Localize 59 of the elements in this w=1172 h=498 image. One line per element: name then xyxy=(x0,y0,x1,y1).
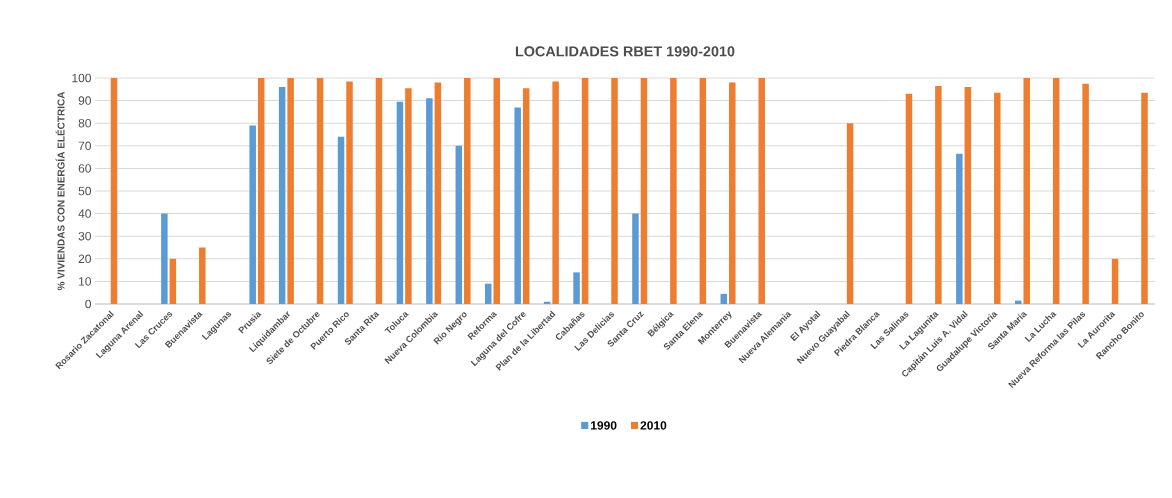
bar xyxy=(611,78,618,304)
bar xyxy=(699,78,707,304)
bar xyxy=(257,78,265,304)
bar xyxy=(316,78,324,304)
bar xyxy=(375,78,383,304)
bar xyxy=(287,78,294,304)
bar xyxy=(396,101,404,304)
y-tick-label: 20 xyxy=(78,254,91,264)
y-tick-label: 0 xyxy=(85,299,92,309)
bar xyxy=(905,93,913,304)
y-tick-label: 90 xyxy=(78,96,91,105)
y-tick-label: 100 xyxy=(72,73,91,83)
y-tick-label: 50 xyxy=(78,186,91,196)
bar xyxy=(346,81,353,304)
bar xyxy=(935,85,942,304)
bar xyxy=(455,145,463,304)
bar xyxy=(426,98,433,304)
bar xyxy=(522,88,530,304)
bar xyxy=(729,82,736,304)
bar xyxy=(581,78,589,304)
bar xyxy=(161,213,168,304)
y-tick-label: 80 xyxy=(78,118,91,128)
bar xyxy=(956,153,963,304)
y-tick-label: 60 xyxy=(78,164,91,173)
bar xyxy=(278,87,286,304)
bar xyxy=(434,82,442,304)
bar xyxy=(1111,258,1119,304)
bar xyxy=(110,78,118,304)
bar xyxy=(493,78,500,304)
bar xyxy=(1052,78,1060,304)
y-tick-label: 40 xyxy=(78,209,91,218)
bar xyxy=(640,78,648,304)
bar xyxy=(1141,92,1148,304)
bar xyxy=(1082,83,1089,304)
bar xyxy=(758,78,765,304)
bar xyxy=(720,293,728,304)
legend-label: 2010 xyxy=(640,421,667,430)
bar xyxy=(514,107,521,304)
y-tick-label: 10 xyxy=(79,277,91,286)
bar xyxy=(846,123,854,304)
legend-label: 1990 xyxy=(591,421,617,430)
bar xyxy=(249,125,256,304)
bar xyxy=(552,81,559,304)
bar xyxy=(994,92,1001,304)
chart-title: LOCALIDADES RBET 1990-2010 xyxy=(515,46,735,57)
y-tick-label: 70 xyxy=(78,141,91,151)
bar xyxy=(1023,78,1030,304)
y-axis-title: % VIVIENDAS CON ENERGÍA ELÉCTRICA xyxy=(55,91,65,291)
bar xyxy=(337,136,345,304)
bar xyxy=(964,87,972,304)
bar xyxy=(573,272,580,304)
bar xyxy=(632,213,639,304)
bar xyxy=(405,88,412,304)
bar xyxy=(169,258,177,304)
bar xyxy=(670,78,677,304)
bar xyxy=(199,247,206,304)
y-tick-label: 30 xyxy=(78,231,91,241)
bar xyxy=(464,78,471,304)
bar xyxy=(484,283,492,304)
